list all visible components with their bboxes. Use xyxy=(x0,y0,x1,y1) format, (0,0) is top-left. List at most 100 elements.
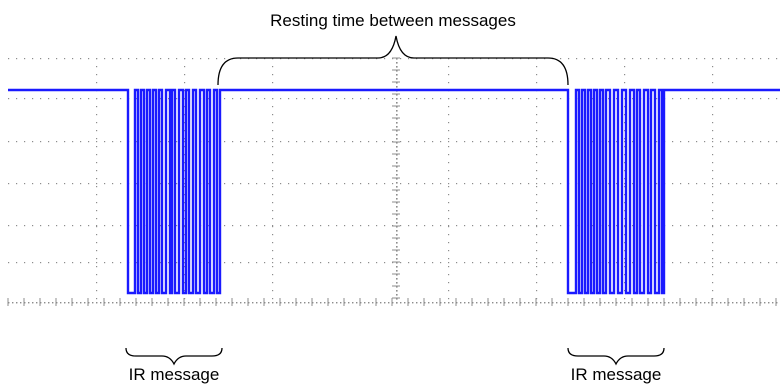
grid-dot xyxy=(736,262,738,264)
baseline-dot xyxy=(52,302,54,304)
grid-dot xyxy=(96,210,98,212)
baseline-dot xyxy=(776,302,778,304)
baseline-dot xyxy=(616,302,618,304)
grid-dot xyxy=(632,262,634,264)
grid-dot xyxy=(624,141,626,143)
baseline-dot xyxy=(228,302,230,304)
grid-dot xyxy=(16,262,18,264)
grid-dot xyxy=(96,178,98,180)
baseline-dot xyxy=(428,302,430,304)
grid-dot xyxy=(144,58,146,60)
grid-dot xyxy=(184,258,186,260)
grid-dot xyxy=(384,58,386,60)
grid-dot xyxy=(624,146,626,148)
baseline-dot xyxy=(744,302,746,304)
grid-dot xyxy=(320,225,322,227)
grid-dot xyxy=(560,225,562,227)
grid-dot xyxy=(120,98,122,100)
grid-dot xyxy=(472,225,474,227)
grid-dot xyxy=(712,282,714,284)
grid-dot xyxy=(96,58,98,60)
grid-dot xyxy=(536,290,538,292)
grid-dot xyxy=(344,98,346,100)
grid-dot xyxy=(16,98,18,100)
grid-dot xyxy=(592,58,594,60)
grid-dot xyxy=(760,225,762,227)
center-axis-dot xyxy=(396,86,398,88)
left-brace xyxy=(125,347,223,366)
grid-dot xyxy=(256,98,258,100)
grid-dot xyxy=(472,262,474,264)
grid-dot xyxy=(336,141,338,143)
grid-dot xyxy=(408,262,410,264)
grid-dot xyxy=(600,58,602,60)
baseline-dot xyxy=(688,302,690,304)
grid-dot xyxy=(488,262,490,264)
baseline-dot xyxy=(436,302,438,304)
grid-dot xyxy=(368,262,370,264)
baseline-dot xyxy=(544,302,546,304)
grid-dot xyxy=(352,141,354,143)
grid-dot xyxy=(400,141,402,143)
baseline-dot xyxy=(724,302,726,304)
grid-dot xyxy=(368,225,370,227)
grid-dot xyxy=(432,262,434,264)
baseline-dot xyxy=(448,302,450,304)
grid-dot xyxy=(16,141,18,143)
grid-dot xyxy=(448,218,450,220)
baseline-dot xyxy=(492,302,494,304)
grid-dot xyxy=(80,141,82,143)
grid-dot xyxy=(504,98,506,100)
baseline-dot xyxy=(664,302,666,304)
grid-dot xyxy=(616,141,618,143)
grid-dot xyxy=(552,262,554,264)
grid-dot xyxy=(712,202,714,204)
grid-dot xyxy=(432,183,434,185)
grid-dot xyxy=(112,183,114,185)
grid-dot xyxy=(624,98,626,100)
grid-dot xyxy=(272,274,274,276)
baseline-dot xyxy=(480,302,482,304)
grid-dot xyxy=(768,262,770,264)
grid-dot xyxy=(552,98,554,100)
grid-dot xyxy=(624,274,626,276)
grid-dot xyxy=(208,98,210,100)
grid-dot xyxy=(392,98,394,100)
grid-dot xyxy=(184,218,186,220)
baseline-dot xyxy=(280,302,282,304)
grid-dot xyxy=(368,141,370,143)
baseline-dot xyxy=(680,302,682,304)
baseline-dot xyxy=(24,302,26,304)
baseline-dot xyxy=(176,302,178,304)
grid-dot xyxy=(568,58,570,60)
grid-dot xyxy=(536,250,538,252)
baseline-dot xyxy=(204,302,206,304)
grid-dot xyxy=(184,225,186,227)
grid-dot xyxy=(440,262,442,264)
center-axis-dot xyxy=(396,70,398,72)
grid-dot xyxy=(272,183,274,185)
grid-dot xyxy=(312,141,314,143)
baseline-dot xyxy=(620,302,622,304)
grid-dot xyxy=(744,262,746,264)
grid-dot xyxy=(104,183,106,185)
grid-dot xyxy=(456,225,458,227)
grid-dot xyxy=(624,114,626,116)
grid-dot xyxy=(112,225,114,227)
center-axis-dot xyxy=(396,286,398,288)
baseline-dot xyxy=(524,302,526,304)
grid-dot xyxy=(776,183,778,185)
grid-dot xyxy=(776,262,778,264)
grid-dot xyxy=(776,98,778,100)
grid-dot xyxy=(688,98,690,100)
grid-dot xyxy=(712,98,714,100)
grid-dot xyxy=(624,58,626,60)
center-axis-dot xyxy=(396,94,398,96)
grid-dot xyxy=(448,250,450,252)
grid-dot xyxy=(168,98,170,100)
center-axis-dot xyxy=(396,282,398,284)
grid-dot xyxy=(624,130,626,132)
grid-dot xyxy=(344,141,346,143)
grid-dot xyxy=(712,183,714,185)
grid-dot xyxy=(424,183,426,185)
